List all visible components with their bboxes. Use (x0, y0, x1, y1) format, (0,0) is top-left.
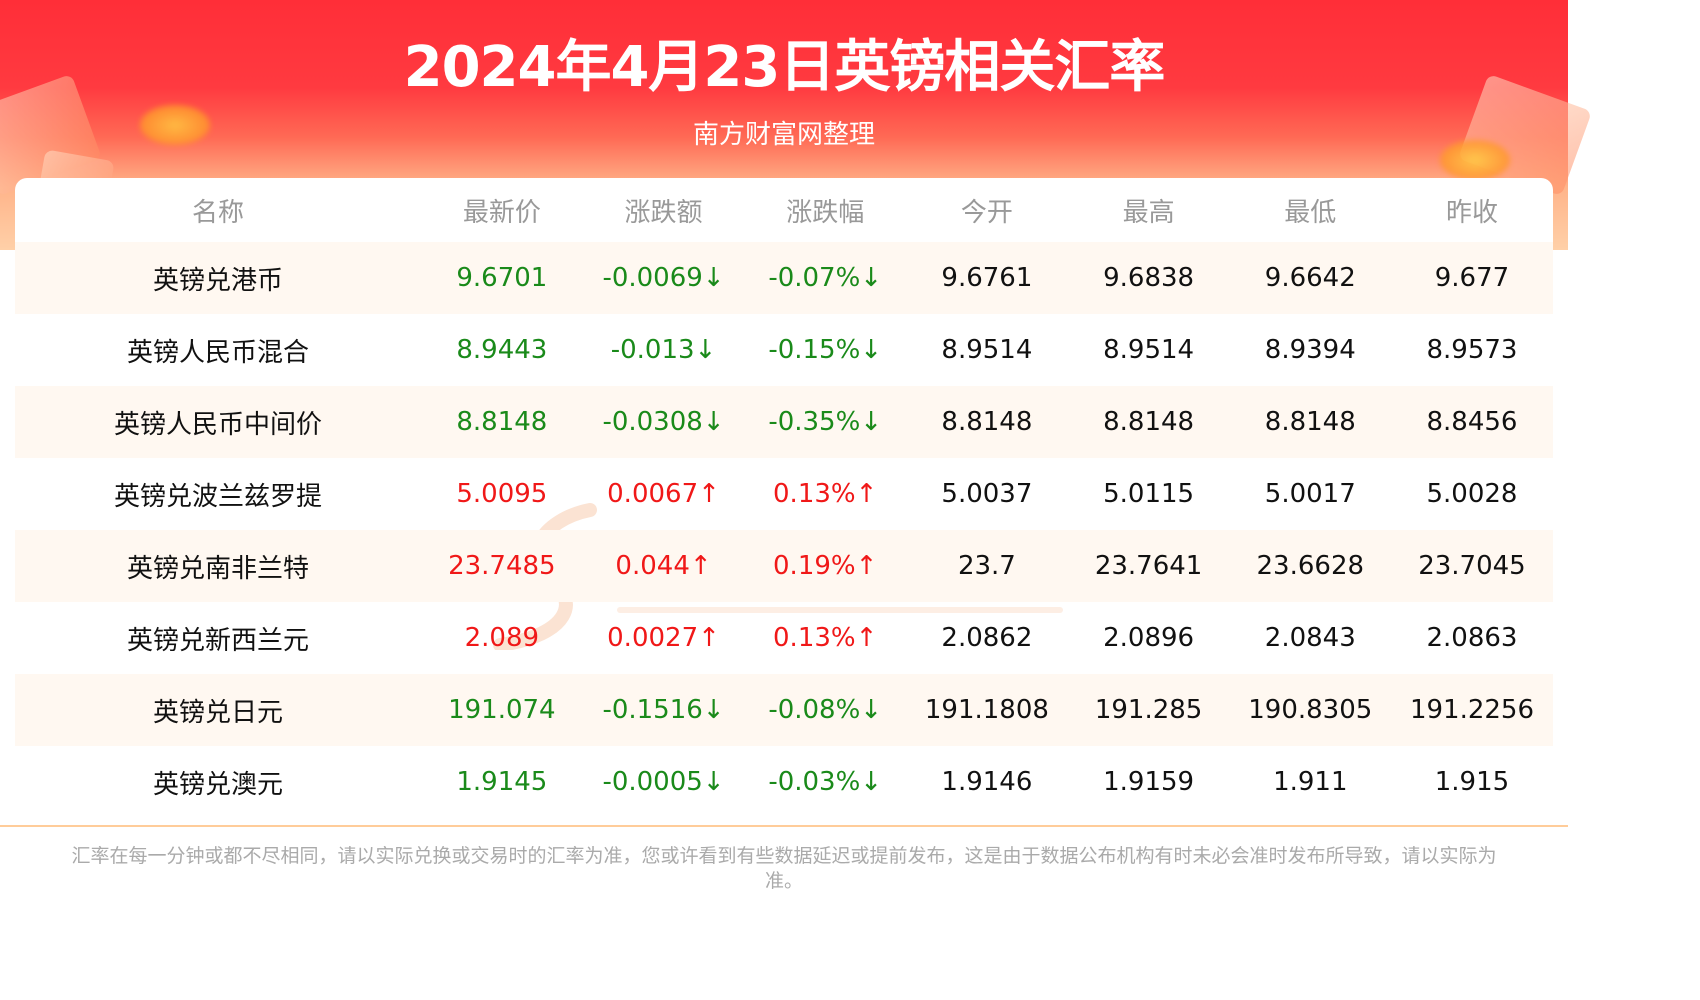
cell-change: -0.1516↓ (602, 695, 725, 725)
cell-open: 8.8148 (941, 407, 1033, 437)
cell-pct: 0.13%↑ (773, 479, 878, 509)
cell-change: 0.044↑ (615, 551, 712, 581)
table-row: 英镑人民币中间价 8.8148 -0.0308↓ -0.35%↓ 8.8148 8.814… (15, 386, 1553, 458)
column-header: 涨跌额 (624, 197, 703, 228)
cell-name: 英镑人民币中间价 (113, 409, 322, 440)
column-header: 名称 (191, 197, 244, 228)
cell-name: 英镑人民币混合 (126, 337, 309, 368)
table-row: 英镑兑波兰兹罗提 5.0095 0.0067↑ 0.13%↑ 5.0037 5.0115 5… (15, 458, 1553, 530)
cell-change: -0.013↓ (610, 335, 717, 365)
column-header: 涨跌幅 (786, 197, 865, 228)
cell-prev: 23.7045 (1418, 551, 1526, 581)
cell-low: 23.6628 (1256, 551, 1365, 581)
column-header: 最高 (1122, 197, 1175, 228)
cell-open: 23.7 (957, 551, 1016, 581)
cell-low: 9.6642 (1264, 263, 1356, 293)
cell-pct: -0.03%↓ (768, 767, 883, 797)
cell-latest: 8.9443 (456, 335, 548, 365)
cell-prev: 8.9573 (1426, 335, 1518, 365)
cell-name: 英镑兑港币 (152, 265, 283, 296)
cell-change: -0.0069↓ (602, 263, 725, 293)
cell-low: 190.8305 (1248, 695, 1373, 725)
cell-pct: -0.08%↓ (768, 695, 883, 725)
table-row: 英镑兑港币 9.6701 -0.0069↓ -0.07%↓ 9.6761 9.6838 9.… (15, 242, 1553, 314)
cell-high: 9.6838 (1103, 263, 1195, 293)
cell-pct: -0.35%↓ (768, 407, 883, 437)
cell-change: -0.0005↓ (602, 767, 725, 797)
cell-prev: 5.0028 (1426, 479, 1518, 509)
cell-name: 英镑兑波兰兹罗提 (113, 481, 322, 512)
cell-pct: 0.19%↑ (773, 551, 878, 581)
cell-prev: 191.2256 (1409, 695, 1534, 725)
cell-latest: 23.7485 (448, 551, 556, 581)
table-header: 名称 最新价 涨跌额 涨跌幅 今开 最高 最低 昨收 (15, 178, 1553, 242)
cell-high: 2.0896 (1103, 623, 1195, 653)
cell-latest: 1.9145 (456, 767, 548, 797)
cell-name: 英镑兑新西兰元 (126, 625, 309, 656)
cell-open: 2.0862 (941, 623, 1033, 653)
cell-latest: 5.0095 (456, 479, 548, 509)
cell-pct: -0.07%↓ (768, 263, 883, 293)
cell-open: 1.9146 (941, 767, 1033, 797)
coin-icon (140, 105, 210, 145)
cell-change: -0.0308↓ (602, 407, 725, 437)
cell-name: 英镑兑澳元 (152, 769, 283, 800)
cell-latest: 8.8148 (456, 407, 548, 437)
cell-prev: 1.915 (1434, 767, 1510, 797)
cell-high: 1.9159 (1103, 767, 1195, 797)
column-header: 最新价 (462, 197, 541, 228)
cell-prev: 2.0863 (1426, 623, 1518, 653)
table-row: 英镑兑新西兰元 2.089 0.0027↑ 0.13%↑ 2.0862 2.0896 2.0… (15, 602, 1553, 674)
page-title: 2024年4月23日英镑相关汇率 (403, 35, 1166, 100)
cell-pct: -0.15%↓ (768, 335, 883, 365)
cell-open: 191.1808 (924, 695, 1049, 725)
cell-low: 8.9394 (1264, 335, 1356, 365)
cell-high: 5.0115 (1103, 479, 1195, 509)
cell-latest: 9.6701 (456, 263, 548, 293)
table-row: 英镑兑南非兰特 23.7485 0.044↑ 0.19%↑ 23.7 23.7641 23.… (15, 530, 1553, 602)
cell-name: 英镑兑日元 (152, 697, 283, 728)
cell-open: 8.9514 (941, 335, 1033, 365)
cell-prev: 8.8456 (1426, 407, 1518, 437)
page-subtitle: 南方财富网整理 (692, 120, 875, 150)
cell-name: 英镑兑南非兰特 (126, 553, 309, 584)
cell-low: 1.911 (1273, 767, 1348, 797)
divider (0, 825, 1568, 827)
cell-open: 9.6761 (941, 263, 1033, 293)
column-header: 昨收 (1445, 197, 1498, 228)
rates-table: 名称 最新价 涨跌额 涨跌幅 今开 最高 最低 昨收 英镑兑港币 9.6701 -0.0069↓ -… (15, 178, 1553, 826)
cell-low: 5.0017 (1264, 479, 1356, 509)
cell-open: 5.0037 (941, 479, 1033, 509)
cell-pct: 0.13%↑ (773, 623, 878, 653)
cell-low: 8.8148 (1264, 407, 1356, 437)
column-header: 今开 (960, 197, 1013, 228)
cell-prev: 9.677 (1434, 263, 1510, 293)
cell-high: 23.7641 (1094, 551, 1203, 581)
cell-high: 191.285 (1094, 695, 1203, 725)
cell-high: 8.8148 (1103, 407, 1195, 437)
table-row: 英镑兑日元 191.074 -0.1516↓ -0.08%↓ 191.1808 191.2… (15, 674, 1553, 746)
disclaimer: 汇率在每一分钟或都不尽相同，请以实际兑换或交易时的汇率为准，您或许看到有些数据延… (71, 845, 1497, 892)
table-row: 英镑兑澳元 1.9145 -0.0005↓ -0.03%↓ 1.9146 1.9159 1.… (15, 746, 1553, 818)
cell-high: 8.9514 (1103, 335, 1195, 365)
column-header: 最低 (1284, 197, 1337, 228)
cell-latest: 191.074 (448, 695, 556, 725)
cell-change: 0.0067↑ (607, 479, 720, 509)
coin-icon (1440, 140, 1510, 180)
cell-low: 2.0843 (1264, 623, 1356, 653)
table-row: 英镑人民币混合 8.9443 -0.013↓ -0.15%↓ 8.9514 8.9514 8… (15, 314, 1553, 386)
cell-change: 0.0027↑ (607, 623, 720, 653)
cell-latest: 2.089 (464, 623, 540, 653)
